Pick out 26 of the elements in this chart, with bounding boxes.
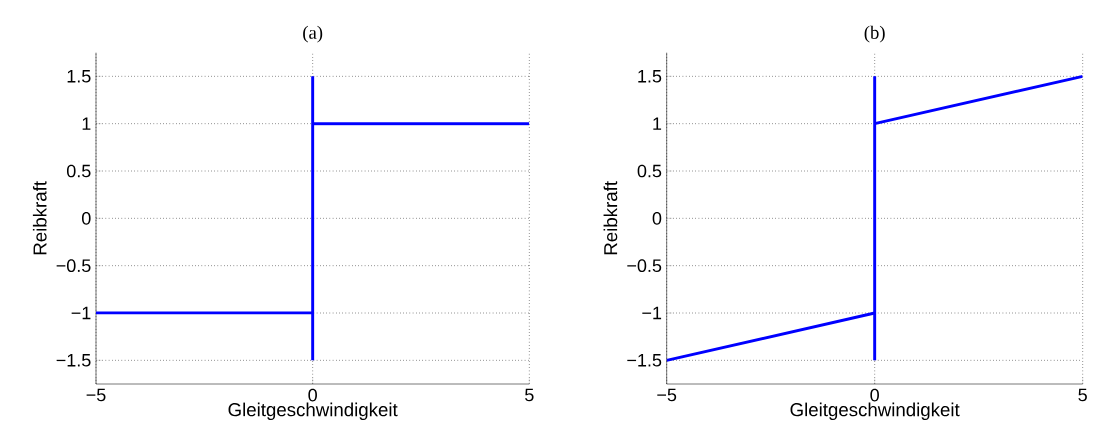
y-tick-label: 0.5	[637, 164, 662, 178]
x-tick-label: 0	[308, 388, 317, 402]
x-tick-label: −5	[86, 388, 106, 402]
y-tick-label: 1	[82, 117, 91, 130]
x-axis-title: Gleitgeschwindigkeit	[228, 402, 398, 420]
y-tick-label: 0	[652, 211, 662, 225]
y-tick-label: −0.5	[56, 259, 91, 273]
y-axis-title: Reibkraft	[32, 181, 47, 255]
y-tick-label: 0	[81, 211, 91, 225]
x-tick-label: 5	[525, 388, 534, 402]
y-axis-title: Reibkraft	[603, 181, 618, 255]
y-tick-label: −1	[71, 306, 91, 320]
y-tick-label: −1.5	[56, 354, 91, 367]
y-tick-label: 0.5	[66, 164, 91, 178]
x-tick-label: 0	[870, 388, 879, 402]
x-tick-label: 5	[1078, 388, 1087, 402]
x-tick-label: −5	[657, 388, 677, 402]
y-tick-label: −1	[642, 306, 662, 320]
chart-title: (b)	[864, 25, 885, 43]
y-tick-label: −1.5	[627, 354, 662, 367]
y-tick-label: 1.5	[67, 70, 91, 83]
chart-title: (a)	[303, 25, 323, 43]
y-tick-label: −0.5	[627, 259, 662, 273]
y-tick-label: 1	[653, 117, 662, 130]
y-tick-label: 1.5	[638, 70, 662, 83]
x-axis-title: Gleitgeschwindigkeit	[790, 402, 960, 420]
